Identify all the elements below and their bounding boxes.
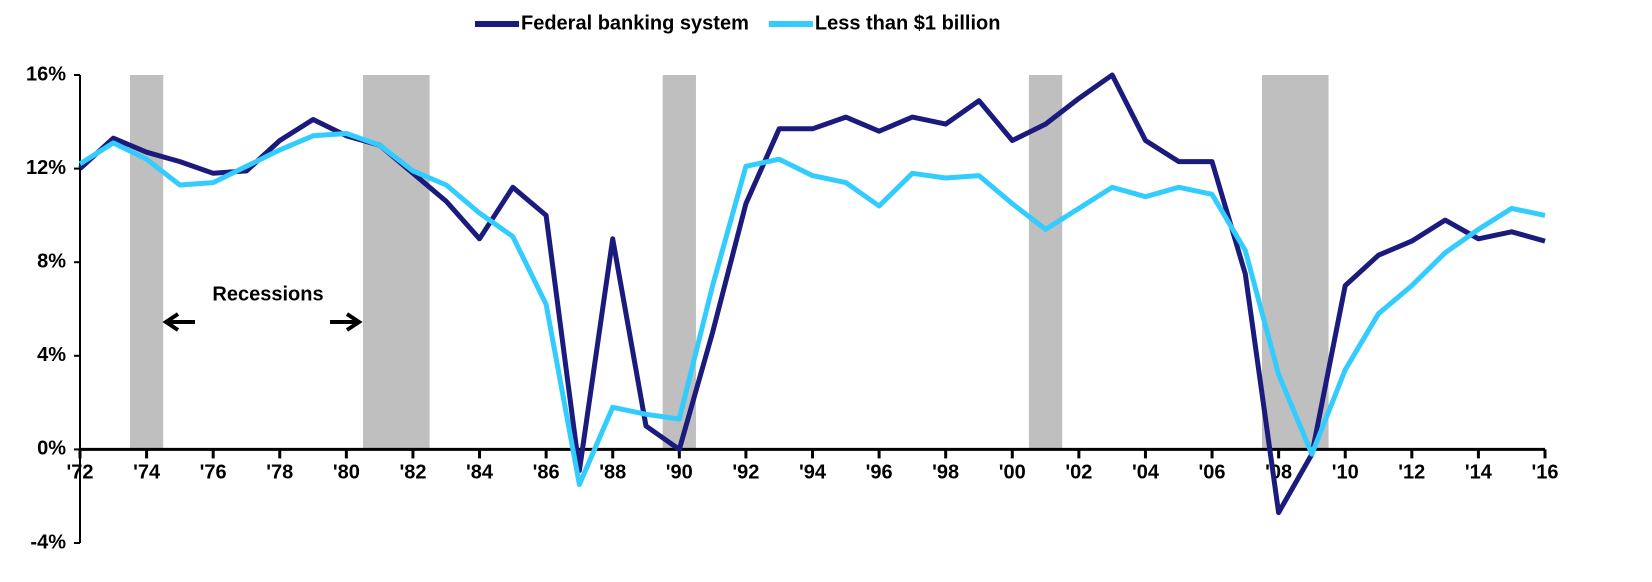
y-tick-label: -4%	[30, 531, 66, 553]
series-line	[78, 72, 1546, 516]
series-line	[78, 131, 1546, 487]
x-tick-label: '14	[1465, 462, 1493, 484]
y-tick-label: 8%	[37, 250, 66, 272]
recession-band	[129, 75, 164, 450]
y-tick-label: 4%	[37, 344, 66, 366]
arrow-left	[162, 312, 195, 332]
recession-band	[363, 75, 430, 450]
x-tick-label: '74	[133, 462, 161, 484]
recession-band	[1261, 75, 1329, 450]
x-tick-label: '96	[866, 462, 893, 484]
recession-band	[662, 75, 696, 450]
x-tick-label: '80	[333, 462, 360, 484]
y-tick-label: 12%	[26, 157, 66, 179]
x-tick-label: '90	[666, 462, 693, 484]
y-tick-label: 16%	[26, 63, 66, 85]
x-tick-label: '76	[200, 462, 227, 484]
recession-band	[1028, 75, 1063, 450]
lines	[78, 72, 1546, 516]
legend-label: Less than $1 billion	[815, 12, 1001, 34]
x-tick-label: '72	[66, 462, 93, 484]
x-tick-label: '10	[1332, 462, 1359, 484]
arrow-right	[330, 312, 363, 332]
x-tick-label: '04	[1132, 462, 1160, 484]
legend: Federal banking system Less than $1 billi…	[475, 12, 1000, 34]
x-tick-label: '06	[1199, 462, 1226, 484]
x-tick-label: '88	[599, 462, 626, 484]
x-tick-label: '86	[533, 462, 560, 484]
x-tick-label: '84	[466, 462, 494, 484]
x-tick-label: '98	[932, 462, 959, 484]
recession-bands	[129, 75, 1329, 450]
x-tick-label: '12	[1398, 462, 1425, 484]
x-tick-label: '82	[399, 462, 426, 484]
x-tick-label: '92	[732, 462, 759, 484]
axes: -4% 0% 4% 8% 12% 16% '72 '74 '76 '78 '80 '82 '84 '86 '…	[26, 63, 1559, 553]
y-tick-label: 0%	[37, 438, 66, 460]
x-tick-label: '00	[999, 462, 1026, 484]
x-tick-label: '16	[1531, 462, 1558, 484]
x-tick-label: '02	[1065, 462, 1092, 484]
x-tick-label: '08	[1265, 462, 1292, 484]
x-tick-label: '94	[799, 462, 827, 484]
x-tick-label: '78	[266, 462, 293, 484]
annotation: Recessions	[212, 283, 323, 305]
legend-label: Federal banking system	[521, 12, 749, 34]
